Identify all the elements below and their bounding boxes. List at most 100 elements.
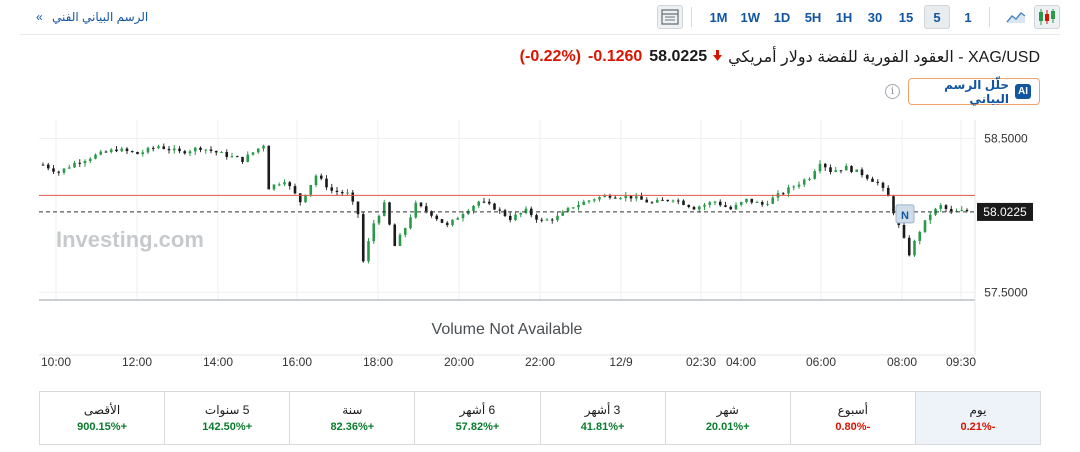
candle-body — [225, 152, 229, 157]
candle-body — [676, 200, 680, 202]
candlestick-chart-icon[interactable] — [1034, 5, 1060, 29]
candle-body — [687, 204, 691, 208]
candle-body — [183, 151, 187, 154]
x-tick-label: 09:30 — [946, 355, 976, 369]
technical-chart-link[interactable]: الرسم البياني الفني » — [36, 10, 148, 24]
info-icon[interactable]: i — [885, 84, 900, 99]
performance-cell[interactable]: شهر +20.01% — [664, 392, 790, 444]
timeframe-5[interactable]: 5 — [924, 5, 950, 29]
candle-body — [293, 186, 297, 194]
candle-body — [46, 164, 50, 169]
candle-body — [120, 148, 124, 152]
performance-cell[interactable]: الأقصى +900.15% — [40, 392, 164, 444]
candle-body — [493, 203, 496, 210]
performance-value: +57.82% — [455, 421, 500, 433]
candle-body — [256, 148, 260, 153]
performance-cell[interactable]: 3 أشهر +41.81% — [539, 392, 665, 444]
x-tick-label: 14:00 — [203, 355, 233, 369]
candle-body — [398, 234, 402, 247]
candle-body — [104, 151, 108, 153]
candle-body — [57, 171, 61, 173]
candle-body — [246, 154, 250, 162]
quote-header: (-0.22%) -0.1260 58.0225 XAG/USD - العقو… — [520, 45, 1040, 69]
performance-value: +900.15% — [77, 421, 127, 433]
candle-body — [41, 164, 45, 166]
timeframe-1m[interactable]: 1M — [709, 9, 728, 25]
performance-cell[interactable]: سنة +82.36% — [289, 392, 414, 444]
timeframe-15[interactable]: 15 — [898, 9, 914, 25]
y-tick-label: 57.5000 — [984, 285, 1028, 299]
candle-body — [650, 202, 654, 204]
candle-body — [283, 182, 286, 185]
candle-body — [298, 193, 302, 203]
candle-body — [73, 162, 76, 168]
candle-body — [645, 199, 649, 203]
candle-body — [235, 156, 239, 158]
candle-body — [750, 198, 754, 203]
candle-body — [277, 184, 281, 186]
performance-cell[interactable]: أسبوع -0.80% — [789, 392, 915, 444]
y-axis: 58.5000 57.5000 58.0225 — [977, 131, 1033, 299]
price-chart[interactable]: Investing.com N 58.5000 57.5000 58.0225 10… — [0, 110, 1080, 385]
candle-body — [829, 167, 832, 172]
timeframe-1d[interactable]: 1D — [773, 9, 791, 25]
candle-body — [62, 168, 66, 173]
candle-body — [445, 222, 449, 226]
candle-body — [771, 197, 775, 204]
candle-body — [666, 199, 670, 201]
candle-body — [514, 214, 517, 221]
candle-body — [745, 198, 748, 203]
timeframe-30[interactable]: 30 — [867, 9, 883, 25]
candle-body — [519, 212, 523, 215]
candle-body — [629, 195, 633, 199]
candle-body — [178, 148, 181, 152]
candle-body — [230, 156, 234, 158]
area-chart-icon[interactable] — [1003, 5, 1029, 29]
candle-body — [760, 202, 764, 205]
x-tick-label: 22:00 — [525, 355, 555, 369]
chart-overlays: N — [39, 194, 975, 224]
candle-body — [403, 228, 407, 235]
candle-body — [813, 171, 817, 179]
candle-body — [713, 201, 717, 203]
candle-body — [718, 201, 722, 206]
candle-body — [524, 208, 528, 213]
candle-body — [603, 195, 607, 198]
candle-body — [608, 195, 612, 198]
candle-body — [949, 208, 953, 212]
table-layout-icon[interactable] — [657, 5, 684, 29]
candle-body — [855, 169, 859, 172]
x-tick-label: 04:00 — [726, 355, 756, 369]
candle-body — [477, 201, 481, 206]
candle-body — [881, 182, 885, 188]
candle-body — [361, 214, 365, 262]
candle-body — [346, 192, 349, 194]
change-value: -0.1260 — [588, 48, 643, 65]
candle-body — [587, 200, 591, 202]
candle-body — [220, 152, 223, 154]
candle-body — [209, 149, 213, 151]
candle-body — [157, 146, 160, 149]
timeframe-1w[interactable]: 1W — [740, 9, 761, 25]
candle-body — [703, 204, 706, 207]
candle-body — [561, 211, 565, 216]
candle-body — [377, 215, 381, 224]
timeframe-5h[interactable]: 5H — [804, 9, 822, 25]
candle-body — [314, 175, 318, 186]
candlestick-series — [41, 143, 969, 264]
timeframe-1[interactable]: 1 — [964, 9, 972, 25]
performance-period: أسبوع — [837, 403, 868, 417]
candle-body — [167, 148, 171, 151]
candle-body — [923, 220, 927, 232]
timeframe-1h[interactable]: 1H — [835, 9, 853, 25]
candle-body — [409, 217, 412, 229]
performance-cell[interactable]: يوم -0.21% — [914, 392, 1040, 444]
performance-cell[interactable]: 6 أشهر +57.82% — [414, 392, 539, 444]
candle-body — [356, 201, 360, 215]
current-price-label: 58.0225 — [983, 205, 1027, 219]
candle-body — [52, 168, 55, 172]
candle-body — [671, 200, 675, 202]
analyze-chart-button[interactable]: حلّل الرسم البياني AI — [908, 78, 1040, 106]
performance-cell[interactable]: 5 سنوات +142.50% — [164, 392, 289, 444]
candle-body — [724, 205, 727, 207]
